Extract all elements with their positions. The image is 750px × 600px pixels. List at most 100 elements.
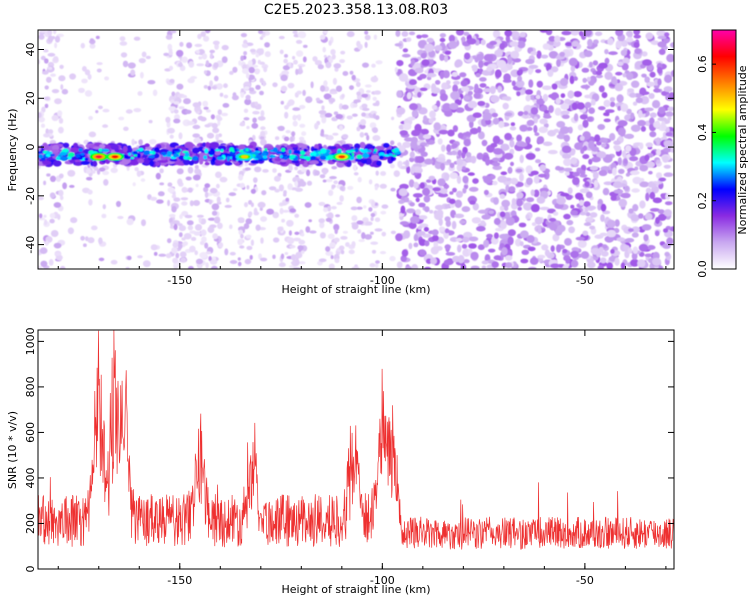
heatmap-cell [588, 61, 593, 68]
heatmap-cell [170, 30, 177, 34]
heatmap-cell [173, 223, 178, 231]
heatmap-cell [246, 125, 250, 130]
heatmap-cell [539, 206, 550, 211]
heatmap-cell [249, 48, 256, 53]
heatmap-cell [311, 148, 318, 152]
heatmap-cell [413, 181, 419, 189]
heatmap-cell [608, 51, 618, 56]
heatmap-cell [347, 185, 354, 190]
heatmap-cell [469, 127, 479, 135]
heatmap-cell [204, 191, 209, 198]
heatmap-cell [589, 212, 598, 218]
heatmap-cell [309, 151, 318, 157]
heatmap-cell [591, 146, 600, 152]
heatmap-cell [600, 203, 607, 212]
heatmap-cell [500, 220, 507, 230]
heatmap-cell [438, 226, 446, 232]
heatmap-cell [598, 85, 605, 93]
heatmap-cell [149, 160, 155, 167]
heatmap-cell [408, 31, 416, 36]
heatmap-cell [618, 198, 628, 208]
heatmap-cell [220, 148, 224, 153]
heatmap-cell [505, 255, 513, 261]
heatmap-cell [353, 172, 359, 176]
heatmap-cell [280, 85, 288, 92]
heatmap-cell [238, 174, 244, 181]
heatmap-cell [147, 80, 156, 85]
heatmap-cell [528, 79, 534, 88]
heatmap-cell [537, 254, 546, 259]
heatmap-cell [525, 165, 533, 174]
heatmap-cell [341, 144, 350, 149]
heatmap-cell [245, 234, 252, 239]
heatmap-cell [237, 257, 241, 261]
heatmap-cell [84, 90, 93, 97]
heatmap-cell [255, 84, 261, 90]
heatmap-cell [451, 71, 458, 77]
heatmap-cell [80, 235, 85, 241]
heatmap-cell [431, 229, 439, 236]
heatmap-cell [505, 34, 511, 43]
heatmap-cell [410, 140, 418, 149]
heatmap-cell [571, 41, 579, 47]
heatmap-cell [214, 75, 219, 82]
heatmap-cell [628, 228, 634, 233]
heatmap-cell [626, 37, 634, 43]
heatmap-cell [282, 209, 289, 213]
heatmap-cell [90, 38, 94, 42]
heatmap-cell [277, 226, 284, 232]
heatmap-cell [635, 97, 643, 104]
heatmap-cell [357, 229, 362, 234]
heatmap-cell [412, 193, 423, 198]
heatmap-cell [43, 49, 49, 53]
heatmap-cell [351, 222, 359, 230]
heatmap-cell [183, 98, 191, 105]
heatmap-cell [658, 48, 666, 56]
heatmap-cell [536, 136, 545, 145]
heatmap-cell [454, 213, 465, 219]
heatmap-cell [366, 143, 374, 150]
colorbar-tick-label: 0.4 [696, 124, 709, 142]
heatmap-cell [140, 178, 146, 182]
heatmap-cell [295, 251, 303, 259]
heatmap-cell [279, 49, 284, 55]
heatmap-cell [54, 42, 58, 49]
heatmap-cell [566, 219, 574, 226]
heatmap-cell [374, 217, 381, 222]
heatmap-cell [662, 147, 673, 153]
heatmap-cell [504, 132, 512, 141]
heatmap-cell [350, 155, 355, 160]
heatmap-cell [285, 130, 291, 134]
heatmap-cell [664, 74, 673, 84]
heatmap-cell [559, 126, 570, 135]
heatmap-cell [192, 133, 200, 138]
heatmap-cell [305, 226, 311, 233]
heatmap-cell [50, 73, 56, 77]
heatmap-cell [292, 55, 296, 60]
heatmap-cell [309, 160, 319, 165]
heatmap-cell [81, 78, 88, 84]
heatmap-cell [321, 117, 327, 124]
heatmap-cell [615, 71, 623, 76]
heatmap-cell [245, 94, 251, 101]
heatmap-cell [570, 204, 575, 209]
heatmap-cell [351, 266, 360, 269]
heatmap-cell [39, 213, 43, 219]
heatmap-cell [601, 250, 609, 257]
heatmap-cell [288, 230, 292, 236]
heatmap-cell [244, 98, 252, 106]
heatmap-cell [58, 75, 66, 82]
heatmap-cell [520, 258, 529, 264]
heatmap-cell [163, 52, 169, 57]
heatmap-cell [641, 51, 648, 57]
heatmap-cell [601, 143, 607, 148]
heatmap-cell [602, 137, 608, 143]
heatmap-cell [587, 205, 597, 210]
heatmap-cell [349, 149, 356, 153]
heatmap-cell [449, 191, 454, 195]
heatmap-cell [480, 220, 486, 226]
heatmap-cell [429, 110, 436, 119]
heatmap-cell [366, 134, 370, 141]
heatmap-cell [59, 64, 64, 69]
